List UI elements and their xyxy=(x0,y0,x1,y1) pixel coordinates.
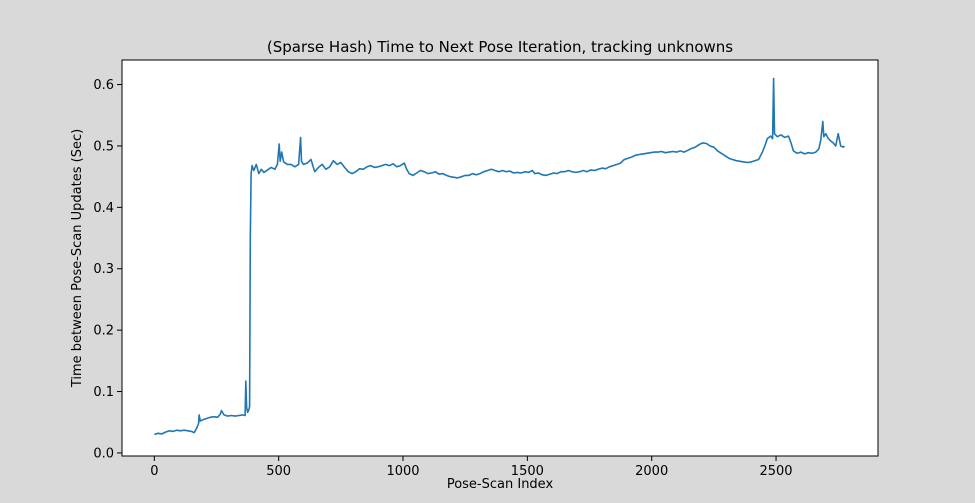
x-tick-label: 0 xyxy=(150,464,158,479)
x-axis-label: Pose-Scan Index xyxy=(447,477,554,492)
series-layer xyxy=(154,77,845,436)
x-tick-label: 2500 xyxy=(759,464,792,479)
y-tick-label: 0.3 xyxy=(93,262,114,277)
x-tick-label: 1000 xyxy=(386,464,419,479)
y-tick-label: 0.6 xyxy=(93,78,114,93)
plot-frame xyxy=(121,59,879,457)
y-axis: 0.0 0.1 0.2 0.3 0.4 0.5 0.6 xyxy=(93,78,122,461)
y-tick-label: 0.1 xyxy=(93,385,114,400)
y-tick-label: 0.4 xyxy=(93,201,114,216)
series-line xyxy=(154,77,845,436)
y-axis-label: Time between Pose-Scan Updates (Sec) xyxy=(70,129,85,388)
plot-area xyxy=(122,60,878,456)
chart-title: (Sparse Hash) Time to Next Pose Iteratio… xyxy=(267,38,733,56)
y-tick-label: 0.0 xyxy=(93,446,114,461)
x-axis: 0 500 1000 1500 2000 2500 xyxy=(150,456,793,479)
y-tick-label: 0.5 xyxy=(93,139,114,154)
x-tick-label: 500 xyxy=(266,464,291,479)
x-tick-label: 2000 xyxy=(635,464,668,479)
x-tick-label: 1500 xyxy=(511,464,544,479)
y-tick-label: 0.2 xyxy=(93,324,114,339)
